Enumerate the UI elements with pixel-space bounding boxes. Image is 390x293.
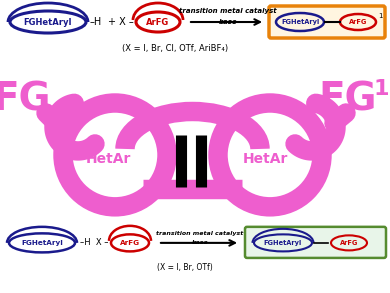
Text: FGHetAryl: FGHetAryl	[21, 240, 63, 246]
Text: ArFG: ArFG	[349, 19, 367, 25]
Text: 1: 1	[297, 146, 303, 156]
Text: (X = I, Br, OTf): (X = I, Br, OTf)	[157, 263, 213, 272]
Text: transition metal catalyst: transition metal catalyst	[179, 8, 277, 14]
Text: HetAr: HetAr	[85, 152, 131, 166]
FancyBboxPatch shape	[245, 227, 386, 258]
Text: ArFG: ArFG	[340, 240, 358, 246]
Text: 1: 1	[373, 79, 389, 99]
Text: base: base	[191, 240, 208, 245]
FancyBboxPatch shape	[269, 6, 385, 38]
Text: FGHetAryl: FGHetAryl	[24, 18, 72, 26]
Text: + X –: + X –	[108, 17, 134, 27]
Text: ArFG: ArFG	[146, 18, 170, 26]
Text: ArFG: ArFG	[120, 240, 140, 246]
Text: FGHetAryl: FGHetAryl	[264, 240, 302, 246]
Text: FG: FG	[319, 80, 377, 118]
Text: HetAr: HetAr	[242, 152, 288, 166]
Text: base: base	[219, 19, 237, 25]
Text: –H: –H	[90, 17, 102, 27]
Text: –H  X –: –H X –	[80, 239, 108, 247]
Text: FGHetAryl: FGHetAryl	[281, 19, 319, 25]
Text: FG: FG	[0, 80, 51, 118]
Text: transition metal catalyst: transition metal catalyst	[156, 231, 244, 236]
Text: (X = I, Br, Cl, OTf, AriBF₄): (X = I, Br, Cl, OTf, AriBF₄)	[122, 44, 228, 52]
Text: 1: 1	[378, 13, 383, 19]
